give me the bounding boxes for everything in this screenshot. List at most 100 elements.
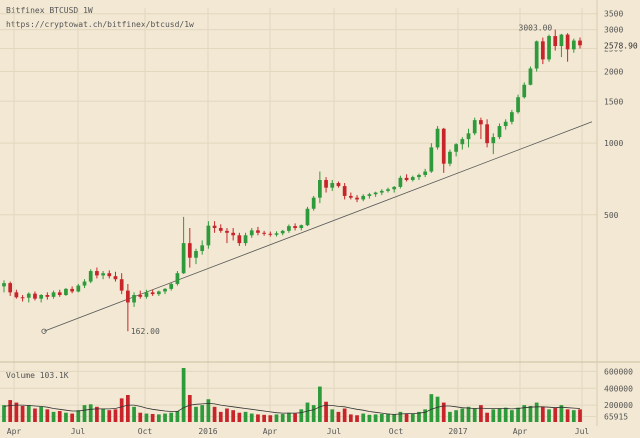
candle-body <box>200 245 205 252</box>
candle-body <box>503 121 508 127</box>
volume-bar <box>522 405 527 422</box>
volume-bar <box>156 414 161 422</box>
volume-bar <box>225 408 229 422</box>
volume-bar <box>126 395 130 422</box>
candle-body <box>218 227 223 231</box>
volume-bar <box>287 412 291 422</box>
candle-body <box>64 288 68 296</box>
volume-bar <box>231 410 236 422</box>
candle-body <box>126 290 130 303</box>
volume-bar <box>565 409 570 422</box>
volume-bar <box>510 410 514 422</box>
candle-body <box>355 197 359 200</box>
candle-body <box>448 151 452 164</box>
volume-bar <box>373 414 378 422</box>
volume-bar <box>237 412 242 422</box>
candle-body <box>243 235 248 244</box>
volume-bar <box>547 409 551 422</box>
low-price-label: 162.00 <box>131 327 160 336</box>
volume-bar <box>491 409 496 422</box>
candle-body <box>138 295 143 297</box>
volume-bar <box>169 412 174 422</box>
volume-bar <box>101 408 105 422</box>
volume-bar <box>348 414 353 422</box>
volume-bar <box>503 407 508 422</box>
candle-body <box>559 34 564 47</box>
volume-bar <box>262 414 266 422</box>
candle-body <box>522 84 527 98</box>
candle-body <box>379 190 384 193</box>
candle-body <box>256 230 260 233</box>
volume-bar <box>119 398 124 422</box>
candle-body <box>540 41 545 60</box>
candle-body <box>435 128 440 148</box>
volume-bar <box>218 411 223 422</box>
volume-bar <box>82 405 87 422</box>
volume-bar <box>175 411 180 422</box>
volume-axis-tick-label: 65915 <box>604 412 628 421</box>
candle-body <box>156 291 161 295</box>
volume-bar <box>138 412 143 422</box>
price-axis-tick-label: 500 <box>604 211 619 220</box>
candle-body <box>212 225 217 228</box>
candle-body <box>144 292 149 297</box>
source-url[interactable]: https://cryptowat.ch/bitfinex/btcusd/1w <box>6 20 194 29</box>
candle-body <box>76 285 81 292</box>
candle-body <box>485 124 489 144</box>
candle-body <box>516 97 520 113</box>
volume-bar <box>355 415 359 422</box>
candle-body <box>553 36 558 47</box>
candle-body <box>262 232 266 234</box>
candle-body <box>169 283 174 289</box>
volume-axis-tick-label: 200000 <box>604 401 633 410</box>
volume-bar <box>187 395 192 422</box>
volume-bar <box>200 405 205 422</box>
candle-body <box>441 128 446 164</box>
candle-body <box>336 183 341 187</box>
candle-body <box>231 232 236 236</box>
volume-bar <box>485 412 489 422</box>
candle-body <box>8 283 13 293</box>
volume-bar <box>410 413 415 422</box>
volume-bar <box>423 409 428 422</box>
candle-body <box>423 171 428 175</box>
volume-bar <box>516 407 520 422</box>
candle-body <box>26 293 31 298</box>
candle-body <box>119 279 124 291</box>
candle-body <box>70 288 74 292</box>
candle-body <box>51 292 56 297</box>
time-axis-tick-label: Oct <box>389 427 404 436</box>
trendline-anchor <box>41 328 47 334</box>
candle-body <box>348 195 353 198</box>
candle-body <box>163 288 167 292</box>
candle-body <box>324 180 328 188</box>
candle-body <box>101 273 105 276</box>
candle-body <box>95 271 99 276</box>
volume-bar <box>268 415 273 422</box>
volume-bar <box>274 414 279 422</box>
candle-body <box>225 230 229 233</box>
volume-bar <box>57 411 62 422</box>
candle-body <box>206 225 211 246</box>
volume-bar <box>107 410 112 422</box>
candle-body <box>305 208 310 226</box>
candle-body <box>132 295 136 303</box>
candle-body <box>342 186 347 196</box>
volume-bar <box>206 399 211 422</box>
volume-bar <box>150 413 155 422</box>
time-axis-tick-label: Jul <box>327 427 342 436</box>
candle-body <box>181 243 186 274</box>
candle-body <box>14 292 19 298</box>
volume-bar <box>342 408 347 422</box>
price-axis-tick-label: 1500 <box>604 97 623 106</box>
volume-bar <box>26 405 31 422</box>
candle-body <box>497 126 502 138</box>
volume-bar <box>311 405 316 422</box>
candle-body <box>386 189 390 191</box>
candle-body <box>417 174 421 178</box>
volume-bar <box>64 412 68 422</box>
volume-bar <box>472 408 477 422</box>
candle-body <box>113 276 118 280</box>
candle-body <box>57 292 62 296</box>
